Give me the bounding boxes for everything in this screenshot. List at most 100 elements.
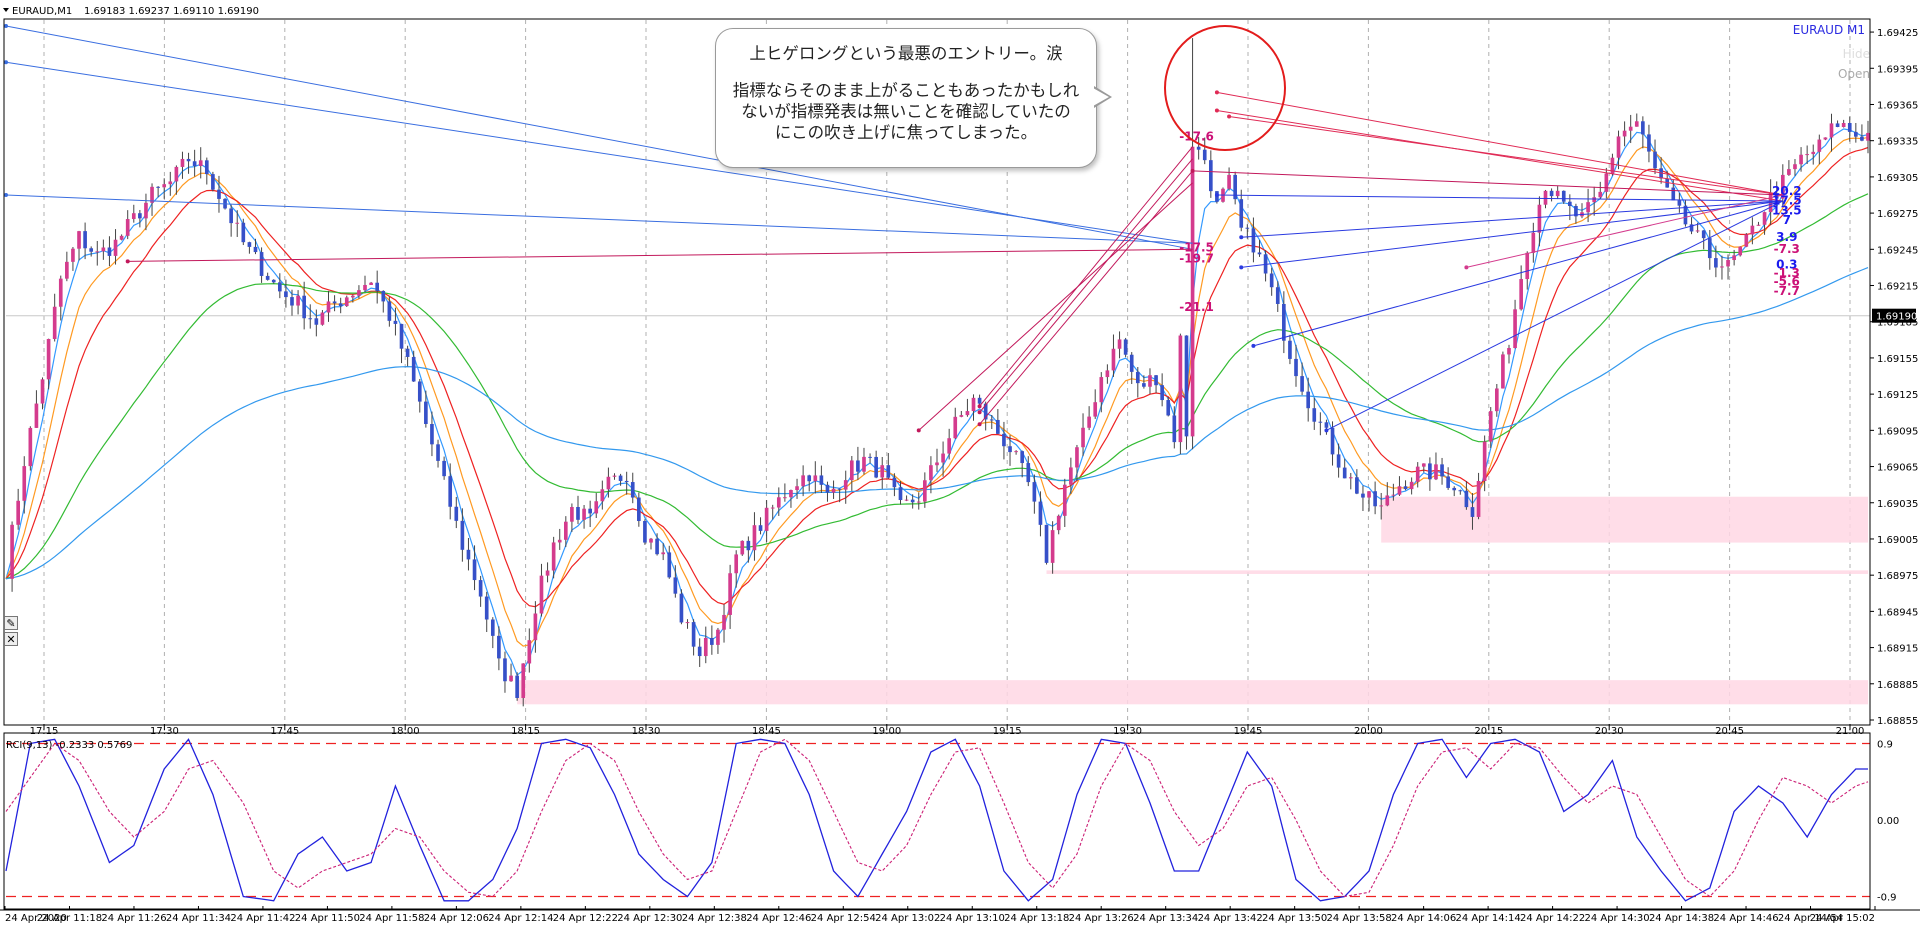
signal-label-7: 7 xyxy=(1783,213,1791,227)
candle-69 xyxy=(424,401,428,424)
rci-panel: 0.9 0.00 -0.9 xyxy=(5,738,1899,904)
candle-208 xyxy=(1269,273,1274,288)
ma-medium xyxy=(5,136,1869,647)
candle-284 xyxy=(1732,255,1736,261)
candle-63 xyxy=(387,301,392,321)
date-tick-label-20: 24 Apr 13:50 xyxy=(1262,913,1327,924)
candle-226 xyxy=(1379,505,1384,507)
candle-164 xyxy=(1002,433,1006,447)
date-tick-label-19: 24 Apr 13:42 xyxy=(1198,913,1263,924)
close-icon[interactable]: ✕ xyxy=(4,632,18,646)
x-tick-label-6: 18:45 xyxy=(752,726,781,737)
candle-154 xyxy=(941,453,945,463)
candle-262 xyxy=(1598,191,1603,198)
panel-frames xyxy=(0,18,1920,911)
candle-121 xyxy=(740,540,745,555)
price-axis: 1.69425 1.69395 1.69365 1.69335 1.69305 1.692… xyxy=(1870,28,1918,727)
date-tick-label-18: 24 Apr 13:34 xyxy=(1133,913,1198,924)
date-tick-label-27: 24 Apr 14:46 xyxy=(1713,913,1778,924)
candle-298 xyxy=(1817,139,1822,152)
candle-214 xyxy=(1306,391,1311,409)
candle-31 xyxy=(192,161,197,166)
candle-73 xyxy=(448,476,453,507)
candle-30 xyxy=(186,158,191,162)
candle-216 xyxy=(1318,421,1323,423)
candle-43 xyxy=(265,275,270,280)
trend-anchor-4 xyxy=(977,410,982,415)
y-tick-label-7: 1.69215 xyxy=(1877,282,1918,293)
date-tick-label-11: 24 Apr 12:38 xyxy=(682,913,747,924)
candle-153 xyxy=(935,462,939,466)
candle-51 xyxy=(314,318,319,325)
candle-175 xyxy=(1069,467,1073,485)
candle-247 xyxy=(1507,348,1511,355)
trend-anchor-8 xyxy=(1214,90,1219,95)
candle-123 xyxy=(752,525,757,551)
hide-button[interactable]: Hide xyxy=(1843,47,1870,61)
pen-icon[interactable]: ✎ xyxy=(4,616,18,630)
trend-anchor-2 xyxy=(4,193,8,197)
candle-115 xyxy=(703,637,708,657)
candle-58 xyxy=(357,290,361,296)
candle-256 xyxy=(1561,190,1566,202)
candle-137 xyxy=(837,488,842,490)
candle-29 xyxy=(180,158,185,167)
candle-180 xyxy=(1099,377,1104,403)
x-tick-label-11: 20:00 xyxy=(1354,726,1383,737)
candle-193 xyxy=(1178,335,1183,443)
candle-224 xyxy=(1367,491,1371,498)
candle-116 xyxy=(710,637,714,645)
candle-257 xyxy=(1568,201,1572,206)
candle-39 xyxy=(241,222,246,243)
candle-218 xyxy=(1330,427,1335,455)
trend-lines[interactable] xyxy=(4,24,1784,433)
highlight-circle xyxy=(1164,25,1286,151)
x-tick-label-15: 21:00 xyxy=(1836,726,1865,737)
candle-252 xyxy=(1537,204,1542,233)
candle-157 xyxy=(959,415,964,417)
date-tick-label-13: 24 Apr 12:54 xyxy=(811,913,876,924)
signal-label-1: -17.5 xyxy=(1179,241,1214,255)
candle-168 xyxy=(1026,463,1031,483)
candle-220 xyxy=(1342,467,1347,479)
candle-140 xyxy=(856,460,860,472)
zone-1 xyxy=(1381,496,1868,543)
trend-line-0 xyxy=(5,25,1193,250)
candle-22 xyxy=(138,213,142,219)
rci-fast-line xyxy=(5,738,1868,902)
date-tick-label-17: 24 Apr 13:26 xyxy=(1069,913,1134,924)
candle-260 xyxy=(1586,202,1590,213)
candle-182 xyxy=(1111,348,1116,371)
annotation-line-1: 上ヒゲロングという最悪のエントリー。涙 xyxy=(749,44,1063,63)
candle-223 xyxy=(1361,493,1365,498)
candlesticks xyxy=(10,38,1870,707)
candle-70 xyxy=(430,423,434,445)
candle-173 xyxy=(1056,515,1061,531)
rci-tick-label-0: 0.9 xyxy=(1877,740,1893,751)
candle-149 xyxy=(910,499,915,503)
candle-107 xyxy=(655,538,659,555)
candle-78 xyxy=(478,580,483,597)
trend-line-3 xyxy=(127,248,1193,262)
open-button[interactable]: Open xyxy=(1838,67,1870,81)
menu-triangle-icon[interactable] xyxy=(3,8,9,12)
candle-81 xyxy=(497,635,501,659)
candle-27 xyxy=(168,181,173,185)
signal-label-0: -17.6 xyxy=(1179,130,1214,144)
annotation-line-2: 指標ならそのまま上がることもあったかもしれ xyxy=(732,81,1080,100)
candle-134 xyxy=(819,475,824,485)
candle-196 xyxy=(1196,146,1201,150)
main-panel-frame xyxy=(3,18,1871,726)
candle-253 xyxy=(1543,190,1548,205)
candle-185 xyxy=(1129,354,1134,372)
trend-line-9 xyxy=(1216,110,1783,202)
candle-25 xyxy=(156,186,160,188)
candle-19 xyxy=(119,235,124,240)
candle-169 xyxy=(1032,482,1037,502)
candle-197 xyxy=(1202,149,1207,161)
candle-5 xyxy=(34,403,39,428)
candle-166 xyxy=(1014,451,1018,453)
y-tick-label-5: 1.69275 xyxy=(1877,209,1918,220)
signal-label-10: 0.3 xyxy=(1776,258,1797,272)
